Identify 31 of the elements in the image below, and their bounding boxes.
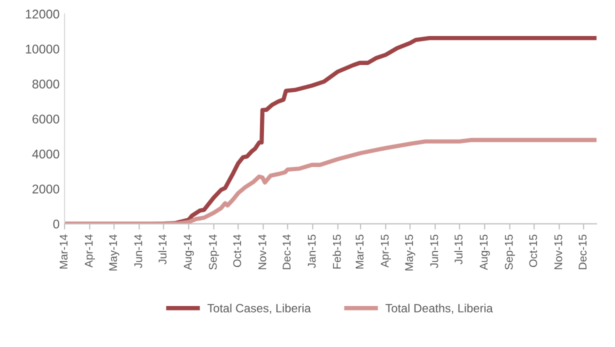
x-tick-label: Sep-15 xyxy=(504,234,515,270)
y-tick-label: 0 xyxy=(53,220,60,228)
legend-label: Total Cases, Liberia xyxy=(207,304,311,314)
y-tick-label: 10000 xyxy=(26,44,60,54)
x-tick-label: Nov-15 xyxy=(554,234,562,270)
x-tick-label: Feb-15 xyxy=(332,234,341,269)
x-tick-label: Sep-14 xyxy=(208,234,219,270)
x-tick-label: Apr-14 xyxy=(84,234,95,268)
x-tick-label: Jan-15 xyxy=(308,234,316,268)
legend-label: Total Deaths, Liberia xyxy=(386,304,493,314)
x-tick-label: Aug-15 xyxy=(480,234,490,270)
x-tick-label: Dec-15 xyxy=(578,234,587,270)
y-tick-label: 12000 xyxy=(26,10,60,19)
x-tick-label: Jun-14 xyxy=(134,234,142,268)
x-tick-label: Mar-14 xyxy=(60,234,68,269)
x-tick-label: Jul-15 xyxy=(454,234,462,264)
x-tick-label: May-15 xyxy=(405,234,416,270)
x-tick-label: Nov-14 xyxy=(258,234,266,270)
y-tick-label: 4000 xyxy=(32,150,60,158)
x-tick-label: Dec-14 xyxy=(282,234,291,270)
x-tick-label: Oct-15 xyxy=(529,234,538,268)
x-tick-label: Jul-14 xyxy=(158,234,166,264)
x-tick-label: Apr-15 xyxy=(380,234,391,268)
x-tick-label: Aug-14 xyxy=(184,234,194,270)
x-tick-label: May-14 xyxy=(109,234,120,270)
x-tick-label: Jun-15 xyxy=(430,234,438,268)
y-tick-label: 2000 xyxy=(32,184,60,194)
y-tick-label: 6000 xyxy=(32,114,60,124)
y-tick-label: 8000 xyxy=(32,80,60,89)
x-tick-label: Oct-14 xyxy=(233,234,242,268)
x-tick-label: Mar-15 xyxy=(356,234,364,269)
